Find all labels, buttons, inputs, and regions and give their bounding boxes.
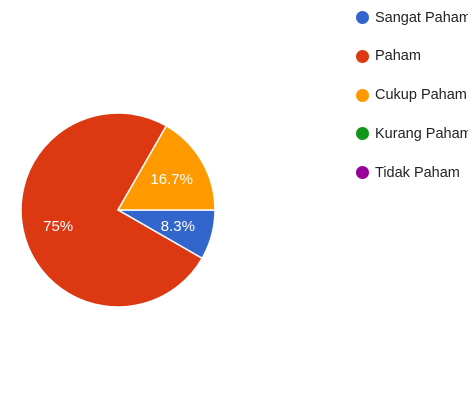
- slice-label-paham: 75%: [43, 218, 73, 235]
- legend-swatch-sangat-paham: [356, 11, 369, 24]
- pie-slice-paham[interactable]: [20, 112, 204, 308]
- legend: Sangat Paham Paham Cukup Paham Kurang Pa…: [356, 8, 468, 202]
- legend-item-tidak-paham[interactable]: Tidak Paham: [356, 163, 468, 182]
- legend-item-sangat-paham[interactable]: Sangat Paham: [356, 8, 468, 27]
- legend-label-tidak-paham: Tidak Paham: [375, 164, 460, 181]
- legend-item-paham[interactable]: Paham: [356, 47, 468, 66]
- legend-label-cukup-paham: Cukup Paham: [375, 87, 467, 104]
- slice-label-cukup-paham: 16.7%: [150, 171, 193, 188]
- legend-label-paham: Paham: [375, 48, 421, 65]
- pie-slice-cukup-paham[interactable]: [116, 124, 216, 211]
- legend-swatch-paham: [356, 49, 369, 63]
- legend-swatch-tidak-paham: [356, 166, 369, 180]
- legend-label-sangat-paham: Sangat Paham: [375, 9, 468, 26]
- slice-label-sangat-paham: 8.3%: [161, 218, 195, 235]
- legend-swatch-cukup-paham: [356, 88, 369, 102]
- legend-swatch-kurang-paham: [356, 127, 369, 141]
- legend-item-kurang-paham[interactable]: Kurang Paham: [356, 124, 468, 143]
- legend-label-kurang-paham: Kurang Paham: [375, 125, 468, 142]
- legend-item-cukup-paham[interactable]: Cukup Paham: [356, 86, 468, 105]
